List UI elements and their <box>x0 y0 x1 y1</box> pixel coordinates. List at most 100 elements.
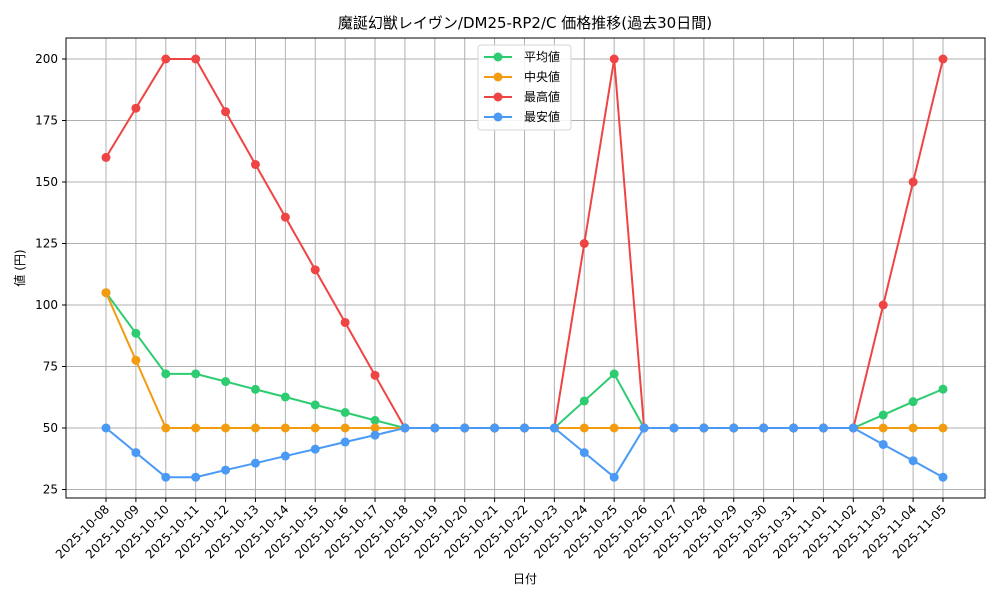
legend-label: 最安値 <box>524 109 560 124</box>
data-point <box>340 408 350 418</box>
data-point <box>400 423 410 433</box>
data-point <box>370 370 380 380</box>
data-point <box>340 317 350 327</box>
data-point <box>759 423 769 433</box>
data-point <box>161 54 171 64</box>
data-point <box>250 384 260 394</box>
chart-title: 魔誕幻獣レイヴン/DM25-RP2/C 価格推移(過去30日間) <box>338 14 712 32</box>
data-point <box>131 448 141 458</box>
data-point <box>221 107 231 117</box>
legend-marker <box>493 92 503 102</box>
data-point <box>878 300 888 310</box>
data-point <box>609 472 619 482</box>
y-tick-label: 150 <box>35 175 58 189</box>
data-point <box>430 423 440 433</box>
data-point <box>789 423 799 433</box>
data-point <box>280 423 290 433</box>
legend-box <box>477 44 572 131</box>
data-point <box>878 423 888 433</box>
data-point <box>609 423 619 433</box>
series-lines <box>101 54 948 482</box>
data-point <box>460 423 470 433</box>
x-axis-ticks: 2025-10-082025-10-092025-10-102025-10-11… <box>53 498 949 561</box>
data-point <box>191 54 201 64</box>
y-axis-ticks: 25 50 75 100 125 150 175 200 <box>35 52 66 497</box>
data-point <box>579 423 589 433</box>
data-point <box>938 54 948 64</box>
data-point <box>729 423 739 433</box>
y-tick-label: 125 <box>35 237 58 251</box>
data-point <box>191 472 201 482</box>
data-point <box>579 239 589 248</box>
data-point <box>699 423 709 433</box>
data-point <box>370 430 380 440</box>
data-point <box>908 177 918 187</box>
data-point <box>221 423 231 433</box>
data-point <box>938 384 948 394</box>
legend-marker <box>493 112 503 122</box>
data-point <box>549 423 559 433</box>
data-point <box>280 212 290 222</box>
data-point <box>280 451 290 461</box>
legend-label: 最高値 <box>524 89 560 104</box>
legend-marker <box>493 52 503 62</box>
y-tick-label: 75 <box>43 360 58 374</box>
data-point <box>101 152 111 162</box>
data-point <box>161 423 171 433</box>
legend-marker <box>493 72 503 82</box>
data-point <box>191 369 201 379</box>
data-point <box>938 423 948 433</box>
legend-label: 中央値 <box>524 69 560 84</box>
data-point <box>310 444 320 454</box>
data-point <box>490 423 500 433</box>
data-point <box>161 472 171 482</box>
data-point <box>818 423 828 433</box>
data-point <box>878 439 888 449</box>
data-point <box>250 423 260 433</box>
y-tick-label: 175 <box>35 114 58 128</box>
data-point <box>191 423 201 433</box>
data-point <box>370 423 380 433</box>
data-point <box>131 328 141 338</box>
data-point <box>131 355 141 365</box>
data-point <box>609 54 619 64</box>
data-point <box>101 288 111 298</box>
data-point <box>579 448 589 458</box>
data-point <box>340 437 350 447</box>
data-point <box>161 369 171 379</box>
data-point <box>639 423 649 433</box>
data-point <box>669 423 679 433</box>
data-point <box>250 458 260 468</box>
data-point <box>520 423 529 433</box>
data-point <box>101 423 111 433</box>
y-tick-label: 50 <box>43 421 58 435</box>
data-point <box>938 472 948 482</box>
data-point <box>250 160 260 170</box>
data-point <box>908 456 918 466</box>
data-point <box>310 265 320 275</box>
y-tick-label: 25 <box>43 483 58 497</box>
data-point <box>848 423 858 433</box>
data-point <box>878 410 888 420</box>
data-point <box>310 400 320 410</box>
y-tick-label: 100 <box>35 298 58 312</box>
y-tick-label: 200 <box>35 52 58 66</box>
data-point <box>908 423 918 433</box>
data-point <box>221 465 231 475</box>
data-point <box>370 415 380 425</box>
data-point <box>609 369 619 379</box>
grid <box>66 38 985 498</box>
data-point <box>280 392 290 402</box>
x-axis-label: 日付 <box>513 572 537 586</box>
data-point <box>579 396 589 406</box>
data-point <box>221 377 231 387</box>
plot-frame <box>65 37 986 499</box>
data-point <box>131 103 141 113</box>
data-point <box>340 423 350 433</box>
data-point <box>310 423 320 433</box>
legend-label: 平均値 <box>524 49 560 64</box>
y-axis-label: 値 (円) <box>12 249 27 286</box>
data-point <box>908 397 918 407</box>
